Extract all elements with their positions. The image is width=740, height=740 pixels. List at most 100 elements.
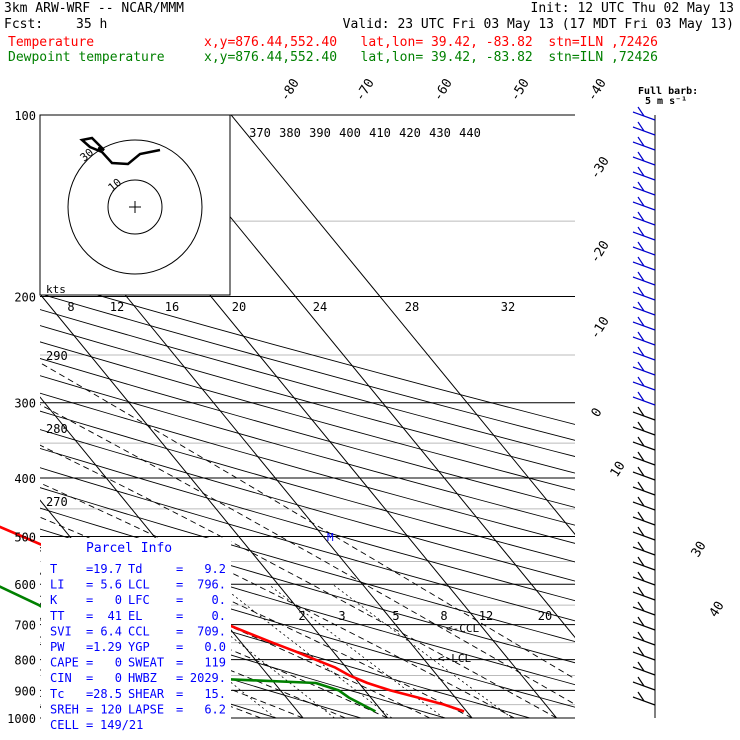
- wind-barb-flag: [637, 346, 645, 357]
- wind-barb-flag: [637, 676, 645, 687]
- parcel-equals: =: [86, 687, 93, 701]
- moist-adiabat: [40, 404, 575, 705]
- wind-barb-flag: [637, 556, 645, 567]
- pressure-tick-label: 900: [14, 684, 36, 698]
- parcel-label: Td: [128, 562, 142, 576]
- init-time: Init: 12 UTC Thu 02 May 13: [530, 1, 735, 16]
- parcel-equals: =: [86, 593, 93, 607]
- hodograph-speed-label: 20: [232, 300, 246, 314]
- wind-barb-flag: [637, 106, 645, 117]
- moist-adiabat: [40, 516, 473, 718]
- parcel-label: CCL: [128, 624, 150, 638]
- parcel-equals: =: [86, 640, 93, 654]
- pressure-tick-label: 700: [14, 619, 36, 633]
- hodograph-trace: [79, 136, 161, 166]
- parcel-label: LAPSE: [128, 702, 164, 716]
- parcel-value: 19.7: [93, 562, 122, 576]
- hodograph-ring: [107, 179, 163, 235]
- hodograph-speed-label: 12: [110, 300, 124, 314]
- isotherm-label: -70: [353, 76, 378, 104]
- mixing-ratio-label: 3: [338, 609, 345, 623]
- wind-barb-flag: [637, 661, 645, 672]
- dry-adiabat: [40, 341, 575, 491]
- isotherm-label: -20: [588, 238, 613, 266]
- isotherm-label: -60: [431, 76, 456, 104]
- parcel-equals: =: [176, 656, 183, 670]
- theta-label: 370: [249, 126, 271, 140]
- parcel-equals: =: [86, 718, 93, 732]
- pressure-tick-label: 300: [14, 397, 36, 411]
- dry-adiabat: [40, 325, 575, 474]
- theta-label: 270: [46, 495, 68, 509]
- parcel-label: T: [50, 562, 57, 576]
- dry-adiabat: [40, 429, 575, 582]
- parcel-equals: =: [176, 624, 183, 638]
- parcel-value: 0: [115, 656, 122, 670]
- wind-barb-flag: [637, 541, 645, 552]
- parcel-value: 1.29: [93, 640, 122, 654]
- wind-barb-flag: [637, 421, 645, 432]
- parcel-equals: =: [86, 624, 93, 638]
- wind-barb-flag: [637, 526, 645, 537]
- parcel-label: K: [50, 593, 58, 607]
- dewpoint-legend: Dewpoint temperature: [8, 50, 165, 65]
- wind-barb-flag: [637, 691, 645, 702]
- wind-barb-flag: [637, 406, 645, 417]
- parcel-equals: =: [176, 702, 183, 716]
- dry-adiabat: [40, 447, 575, 602]
- wind-barb-flag: [637, 571, 645, 582]
- dry-adiabat: [40, 278, 575, 425]
- wind-barb-flag: [637, 451, 645, 462]
- parcel-equals: =: [176, 640, 183, 654]
- parcel-equals: =: [86, 562, 93, 576]
- hodograph-speed-label: 32: [501, 300, 515, 314]
- hodograph-ring: [67, 139, 203, 275]
- parcel-equals: =: [176, 578, 183, 592]
- theta-label: 290: [46, 349, 68, 363]
- wind-barb-flag: [637, 631, 645, 642]
- dewpoint-location: x,y=876.44,552.40 lat,lon= 39.42, -83.82…: [204, 50, 658, 65]
- isotherm-line: [40, 293, 389, 718]
- isotherm-label: 0: [589, 406, 606, 421]
- mixing-ratio-label: 20: [538, 609, 552, 623]
- hodograph-kts-label: kts: [46, 283, 66, 296]
- parcel-value: 2029.: [190, 671, 226, 685]
- wind-barb-flag: [637, 211, 645, 222]
- pressure-tick-label: 400: [14, 472, 36, 486]
- theta-label: 280: [46, 422, 68, 436]
- isotherm-label: -30: [588, 154, 613, 182]
- parcel-label: Tc: [50, 687, 64, 701]
- pressure-tick-label: 100: [14, 109, 36, 123]
- isotherm-label: -50: [508, 76, 533, 104]
- parcel-label: SREH: [50, 702, 79, 716]
- parcel-equals: =: [86, 656, 93, 670]
- wind-barb-flag: [637, 601, 645, 612]
- theta-label: 400: [339, 126, 361, 140]
- dry-adiabat: [40, 595, 448, 718]
- parcel-label: SVI: [50, 624, 72, 638]
- isotherm-label: 40: [707, 599, 728, 620]
- isotherm-line: [230, 115, 575, 536]
- temperature-location: x,y=876.44,552.40 lat,lon= 39.42, -83.82…: [204, 35, 658, 50]
- parcel-label: PW: [50, 640, 65, 654]
- parcel-value: 796.: [197, 578, 226, 592]
- parcel-label: HWBZ: [128, 671, 157, 685]
- theta-label: 390: [309, 126, 331, 140]
- parcel-label: SWEAT: [128, 656, 164, 670]
- wind-barb-flag: [637, 586, 645, 597]
- theta-label: 420: [399, 126, 421, 140]
- wind-barb-flag: [637, 376, 645, 387]
- theta-label: 440: [459, 126, 481, 140]
- parcel-value: 0: [115, 671, 122, 685]
- parcel-equals: =: [86, 671, 93, 685]
- theta-label: 410: [369, 126, 391, 140]
- dry-adiabat: [40, 619, 363, 718]
- wind-barb-flag: [637, 616, 645, 627]
- hodograph-speed-label: 8: [67, 300, 74, 314]
- valid-time: Valid: 23 UTC Fri 03 May 13 (17 MDT Fri …: [342, 17, 734, 32]
- parcel-value: 120: [100, 702, 122, 716]
- dry-adiabat: [40, 467, 575, 622]
- wind-barb-flag: [637, 121, 645, 132]
